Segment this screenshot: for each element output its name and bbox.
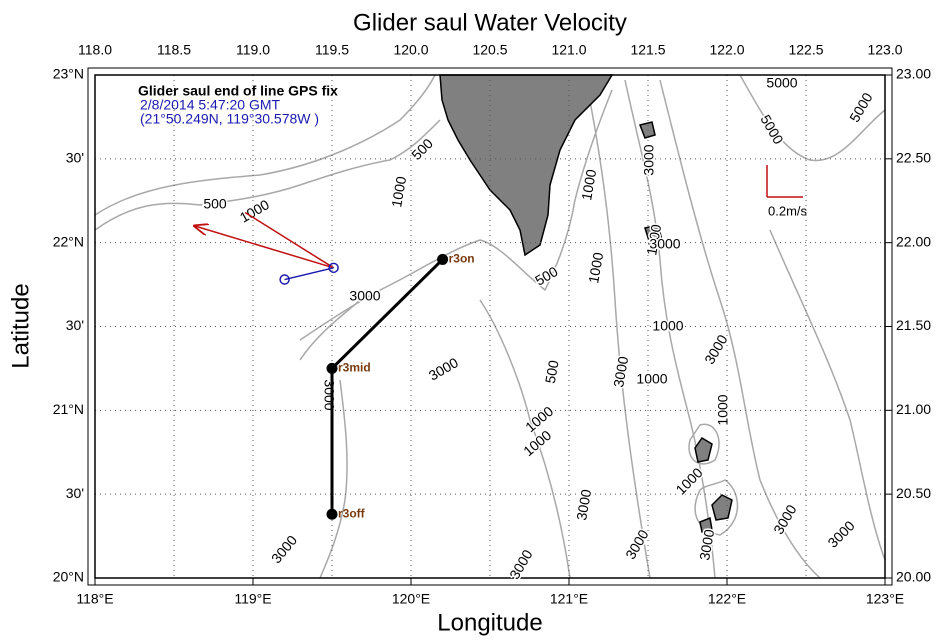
velocity-vector	[195, 226, 334, 269]
contour-line	[688, 423, 720, 465]
contour-line	[624, 79, 716, 579]
station	[437, 253, 449, 265]
contour-label: 3000	[622, 527, 652, 562]
x-tick-label: 120°E	[392, 591, 430, 607]
contour-label: 1000	[388, 175, 409, 209]
top-tick-label: 120.0	[393, 42, 428, 58]
contour-label: 3000	[610, 355, 631, 389]
top-tick-label: 121.0	[551, 42, 586, 58]
top-tick-label: 119.0	[236, 42, 270, 58]
velocity-vector	[244, 211, 334, 269]
y2-tick-label: 20.00	[896, 569, 931, 585]
y2-tick-label: 21.00	[896, 401, 931, 417]
x-axis-label: Longitude	[437, 609, 542, 636]
contour-label: 3000	[701, 332, 731, 367]
annotation: 2/8/2014 5:47:20 GMT	[140, 97, 281, 113]
y-tick-label: 21°N	[53, 401, 84, 417]
island	[711, 494, 733, 521]
contours	[94, 74, 886, 579]
x-tick-label: 121°E	[550, 591, 588, 607]
contour-line	[584, 74, 651, 579]
station-label: r3on	[449, 252, 475, 266]
y2-tick-label: 23.00	[896, 66, 931, 82]
contour-label: 1000	[715, 394, 731, 425]
scale-label: 0.2m/s	[768, 203, 808, 218]
contour-label: 3000	[641, 144, 657, 175]
contour-line	[299, 299, 361, 579]
contour-line	[94, 119, 441, 231]
glider-track	[284, 267, 334, 281]
contour-label: 3000	[506, 547, 536, 582]
top-tick-label: 118.5	[157, 42, 191, 58]
y-tick-label: 30'	[66, 317, 84, 333]
contour-label: 1000	[578, 168, 599, 202]
glider-fix	[279, 274, 290, 285]
island	[644, 224, 663, 245]
contour-label: 500	[203, 196, 227, 212]
contour-line	[94, 74, 436, 216]
grid	[94, 74, 886, 579]
contour-label: 5000	[846, 90, 876, 125]
chart-title: Glider saul Water Velocity	[353, 9, 627, 36]
x-tick-label: 118°E	[76, 591, 113, 607]
top-tick-label: 122.5	[788, 42, 823, 58]
contour-label: 3000	[321, 379, 337, 410]
island	[699, 516, 713, 533]
contour-line	[479, 299, 571, 579]
contour-label: 500	[408, 135, 436, 163]
contour-label: 3000	[349, 288, 380, 304]
contour-line	[694, 479, 739, 536]
y-tick-label: 23°N	[53, 66, 84, 82]
contour-line	[299, 89, 613, 341]
y2-tick-label: 20.50	[896, 485, 931, 501]
contour-label: 1000	[636, 371, 667, 387]
contour-label: 3000	[426, 354, 461, 384]
top-tick-label: 120.5	[472, 42, 507, 58]
contour-label: 1000	[652, 318, 683, 334]
contour-label: 3000	[696, 528, 717, 562]
x-tick-label: 122°E	[708, 591, 746, 607]
contour-label: 1000	[585, 251, 606, 285]
contour-line	[769, 229, 886, 561]
contour-line	[739, 74, 886, 162]
x-tick-label: 119°E	[234, 591, 271, 607]
y2-tick-label: 22.50	[896, 150, 931, 166]
y2-tick-label: 21.50	[896, 317, 931, 333]
contour-label: 3000	[770, 502, 800, 537]
glider-fix	[328, 262, 339, 274]
contour-label: 500	[542, 359, 562, 385]
station-label: r3off	[338, 506, 366, 520]
y-tick-label: 22°N	[53, 233, 84, 249]
top-tick-label: 123.0	[867, 42, 902, 58]
y-tick-label: 20°N	[53, 569, 84, 585]
contour-line	[659, 79, 821, 579]
y-tick-label: 30'	[66, 485, 84, 501]
contour-label: 3000	[268, 532, 300, 566]
top-tick-label: 122.0	[709, 42, 744, 58]
y2-tick-label: 22.00	[896, 233, 931, 249]
contour-label: 3000	[649, 236, 680, 252]
scale-arrow	[766, 165, 803, 198]
contour-label: 5000	[766, 75, 797, 91]
top-tick-label: 118.0	[78, 42, 112, 58]
annotation: (21°50.249N, 119°30.578W )	[140, 111, 319, 127]
contour-label: 1000	[520, 427, 554, 459]
top-tick-label: 119.5	[315, 42, 349, 58]
y-tick-label: 30'	[66, 150, 84, 166]
contour-label: 3000	[573, 488, 594, 522]
contour-label: 1000	[237, 196, 272, 226]
land	[439, 74, 733, 533]
station	[326, 362, 338, 374]
annotation: Glider saul end of line GPS fix	[138, 83, 338, 99]
station	[326, 508, 338, 520]
station-label: r3mid	[338, 361, 371, 375]
x-tick-label: 123°E	[866, 591, 904, 607]
top-tick-label: 121.5	[630, 42, 665, 58]
island	[694, 436, 713, 463]
contour-label: 3000	[824, 517, 857, 550]
taiwan	[439, 74, 614, 257]
y-axis-label: Latitude	[7, 283, 34, 368]
